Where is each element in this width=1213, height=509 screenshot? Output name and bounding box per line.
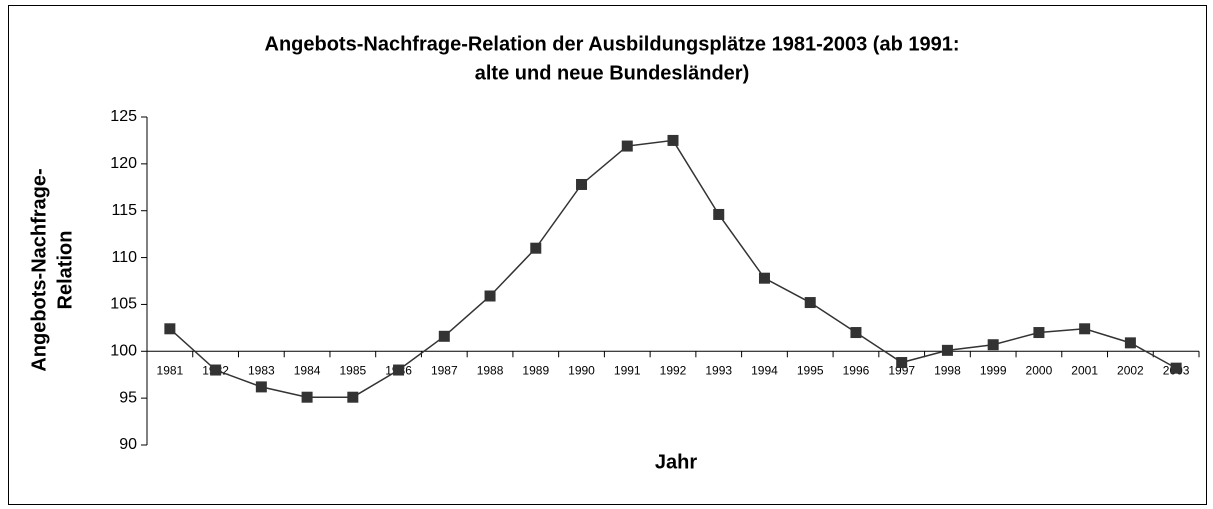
x-tick-label: 1997 xyxy=(888,363,915,377)
y-tick-label: 95 xyxy=(119,389,137,406)
marker xyxy=(1170,362,1182,374)
x-tick-label: 1995 xyxy=(797,363,824,377)
y-tick-label: 100 xyxy=(110,343,137,360)
x-tick-label: 1985 xyxy=(339,363,366,377)
marker xyxy=(393,364,405,376)
x-tick-label: 1981 xyxy=(157,363,184,377)
x-tick-label: 2000 xyxy=(1026,363,1053,377)
x-tick-label: 1983 xyxy=(248,363,275,377)
marker xyxy=(530,242,542,254)
marker xyxy=(1033,327,1045,339)
y-tick-label: 125 xyxy=(110,108,137,125)
marker xyxy=(850,327,862,339)
marker xyxy=(1079,323,1091,335)
x-tick-label: 1988 xyxy=(477,363,504,377)
marker xyxy=(210,364,222,376)
x-tick-label: 2001 xyxy=(1071,363,1098,377)
marker xyxy=(896,357,908,369)
x-tick-label: 1999 xyxy=(980,363,1007,377)
x-tick-label: 1993 xyxy=(705,363,732,377)
marker xyxy=(804,297,816,309)
x-tick-label: 1990 xyxy=(568,363,595,377)
marker xyxy=(621,140,633,152)
x-tick-label: 1984 xyxy=(294,363,321,377)
y-tick-label: 120 xyxy=(110,155,137,172)
x-tick-label: 1996 xyxy=(843,363,870,377)
x-tick-label: 1992 xyxy=(660,363,687,377)
y-tick-label: 115 xyxy=(111,202,137,219)
chart-border xyxy=(8,5,1207,505)
marker xyxy=(941,344,953,356)
y-axis-title: Relation xyxy=(54,231,76,310)
marker xyxy=(347,391,359,403)
x-tick-label: 2002 xyxy=(1117,363,1144,377)
x-tick-label: 1994 xyxy=(751,363,778,377)
marker xyxy=(576,178,588,190)
marker xyxy=(438,330,450,342)
x-axis-title: Jahr xyxy=(655,451,697,473)
marker xyxy=(713,208,725,220)
marker xyxy=(987,339,999,351)
chart-title: Angebots-Nachfrage-Relation der Ausbildu… xyxy=(265,33,960,55)
y-axis-title: Angebots-Nachfrage- xyxy=(28,168,50,371)
marker xyxy=(484,290,496,302)
y-tick-label: 110 xyxy=(111,249,137,266)
marker xyxy=(758,272,770,284)
marker xyxy=(1124,337,1136,349)
x-tick-label: 1989 xyxy=(522,363,549,377)
marker xyxy=(301,391,313,403)
chart-title: alte und neue Bundesländer) xyxy=(475,62,749,84)
x-tick-label: 1991 xyxy=(614,363,641,377)
x-tick-label: 1987 xyxy=(431,363,458,377)
y-tick-label: 90 xyxy=(119,436,137,453)
marker xyxy=(667,134,679,146)
marker xyxy=(255,381,267,393)
marker xyxy=(164,323,176,335)
x-tick-label: 1998 xyxy=(934,363,961,377)
y-tick-label: 105 xyxy=(110,296,137,313)
